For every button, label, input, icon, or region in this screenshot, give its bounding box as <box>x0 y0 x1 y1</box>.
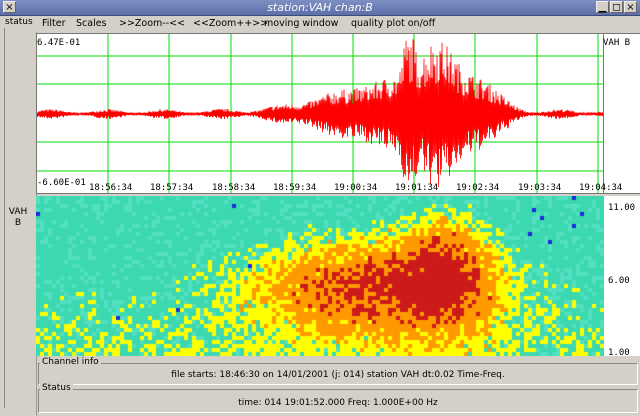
channel-info-box <box>38 363 638 385</box>
channel-info-legend: Channel info <box>40 357 101 367</box>
menu-bar <box>36 16 640 32</box>
freq-tick-mid: 6.00 <box>608 276 630 286</box>
status-divider <box>4 28 5 408</box>
waveform-trace <box>37 39 603 187</box>
spectrogram-canvas <box>36 196 604 356</box>
title-bar <box>0 0 640 16</box>
minimize-icon[interactable]: ▁ <box>596 1 609 13</box>
status-legend: Status <box>40 383 73 393</box>
status-tab[interactable]: status <box>5 17 33 27</box>
menu-zoom-in[interactable]: <<Zoom++>> <box>193 18 269 29</box>
menu-quality-plot[interactable]: quality plot on/off <box>351 18 436 29</box>
menu-zoom-out[interactable]: >>Zoom--<< <box>119 18 186 29</box>
freq-tick-top: 11.00 <box>608 203 636 213</box>
window-close-icon[interactable]: × <box>624 1 637 13</box>
menu-filter[interactable]: Filter <box>42 18 66 29</box>
menu-scales[interactable]: Scales <box>76 18 107 29</box>
channel-info-text: file starts: 18:46:30 on 14/01/2001 (j: … <box>171 370 505 380</box>
close-icon[interactable]: × <box>3 1 16 13</box>
time-tick-label: 19:03:34 <box>518 183 562 193</box>
freq-tick-bottom: 1.00 <box>608 348 630 358</box>
spectrogram-plot[interactable] <box>36 196 604 356</box>
channel-component: B <box>14 218 22 228</box>
waveform-margin <box>604 33 640 194</box>
channel-label: VAH B <box>2 207 34 229</box>
status-box <box>38 389 638 413</box>
menu-moving-window[interactable]: moving window <box>264 18 339 29</box>
time-tick-label: 18:57:34 <box>150 183 194 193</box>
frequency-axis <box>604 196 640 356</box>
time-tick-label: 18:56:34 <box>89 183 133 193</box>
waveform-station-label: VAH B <box>603 38 631 48</box>
channel-station: VAH <box>8 207 28 217</box>
time-tick-label: 19:02:34 <box>456 183 500 193</box>
status-text: time: 014 19:01:52.000 Freq: 1.000E+00 H… <box>238 398 438 408</box>
time-tick-label: 19:00:34 <box>334 183 378 193</box>
restore-icon[interactable]: ◻ <box>610 1 623 13</box>
waveform-svg <box>37 34 603 193</box>
time-tick-label: 19:04:34 <box>579 183 623 193</box>
window-title: station:VAH chan:B <box>267 1 373 14</box>
waveform-plot[interactable] <box>36 33 604 194</box>
time-tick-label: 18:59:34 <box>273 183 317 193</box>
time-tick-label: 18:58:34 <box>212 183 256 193</box>
time-tick-label: 19:01:34 <box>395 183 439 193</box>
amplitude-max-label: 6.47E-01 <box>37 38 81 48</box>
amplitude-min-label: -6.60E-01 <box>37 178 86 188</box>
